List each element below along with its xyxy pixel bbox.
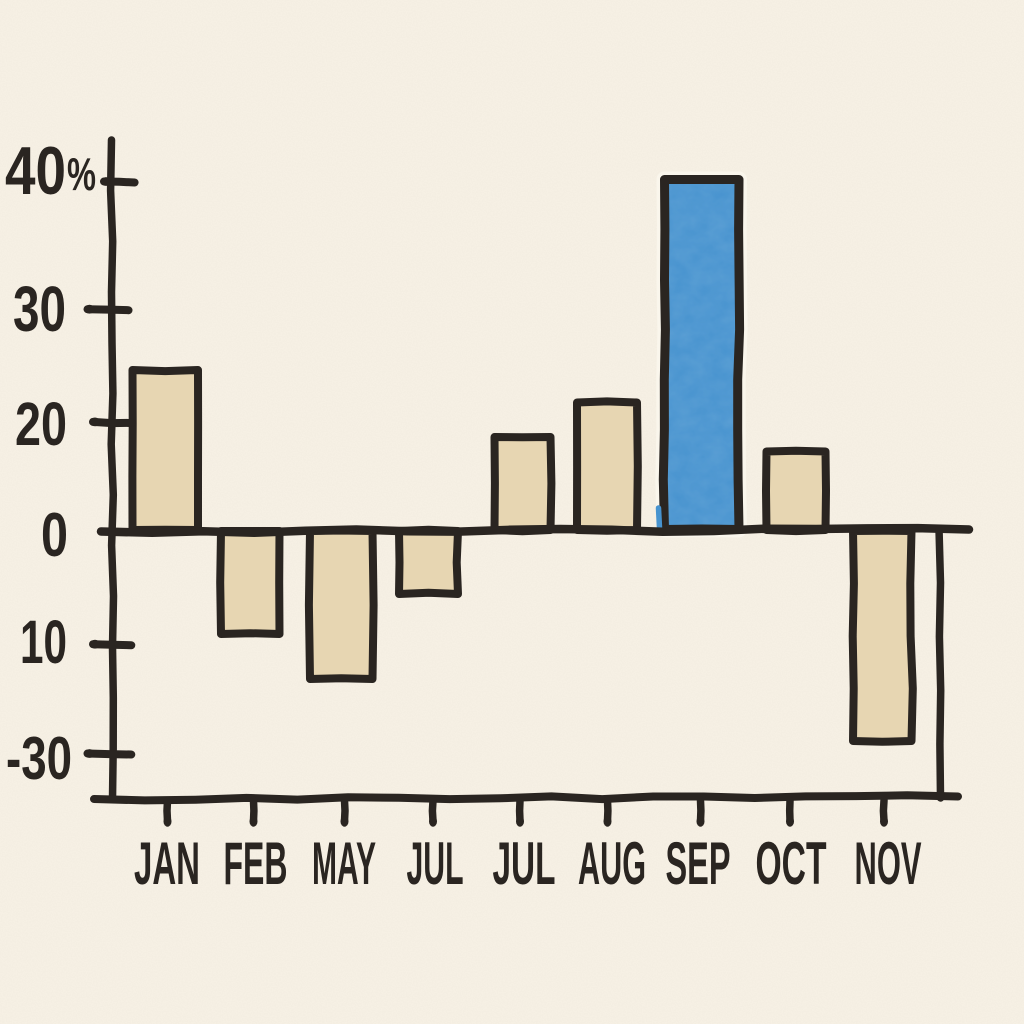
svg-text:AUG: AUG xyxy=(578,830,646,897)
svg-text:-30: -30 xyxy=(6,725,72,792)
svg-text:%: % xyxy=(67,148,96,200)
svg-text:FEB: FEB xyxy=(224,830,288,897)
svg-text:40: 40 xyxy=(5,133,66,209)
svg-text:JAN: JAN xyxy=(134,830,200,897)
svg-text:NOV: NOV xyxy=(855,830,922,897)
svg-text:30: 30 xyxy=(13,273,66,345)
svg-text:20: 20 xyxy=(15,390,67,458)
svg-text:10: 10 xyxy=(20,608,67,676)
svg-text:MAY: MAY xyxy=(312,830,376,897)
svg-text:JUL: JUL xyxy=(493,830,556,897)
svg-text:JUL: JUL xyxy=(407,830,464,897)
svg-text:OCT: OCT xyxy=(756,830,827,897)
svg-text:SEP: SEP xyxy=(666,830,731,897)
svg-text:0: 0 xyxy=(41,501,68,570)
